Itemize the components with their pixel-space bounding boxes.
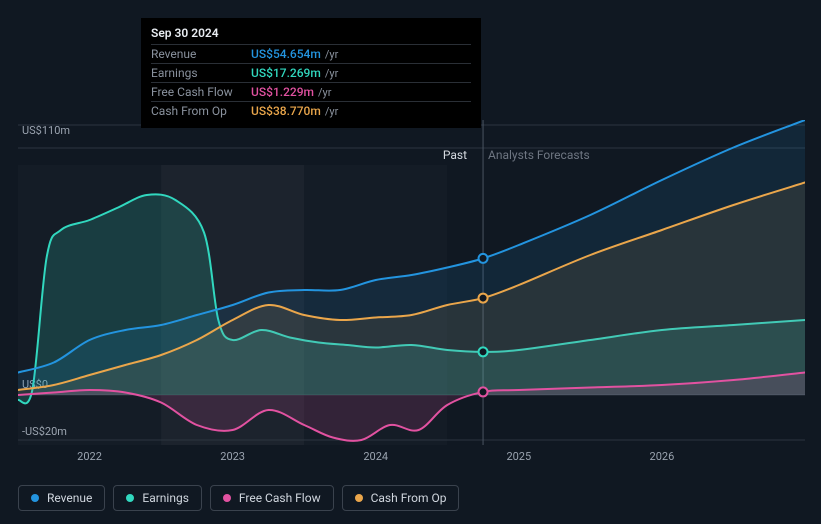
x-tick-label: 2023 bbox=[220, 450, 245, 463]
x-tick-label: 2026 bbox=[650, 450, 675, 463]
tooltip-label: Revenue bbox=[151, 47, 251, 61]
legend-label: Free Cash Flow bbox=[239, 491, 321, 505]
tooltip-row-cfo: Cash From Op US$38.770m /yr bbox=[151, 101, 471, 120]
tooltip-date: Sep 30 2024 bbox=[151, 26, 471, 44]
tooltip-unit: /yr bbox=[325, 105, 338, 118]
legend-item-fcf[interactable]: Free Cash Flow bbox=[210, 485, 334, 511]
chart-legend: Revenue Earnings Free Cash Flow Cash Fro… bbox=[18, 485, 459, 511]
x-tick-label: 2024 bbox=[363, 450, 388, 463]
tooltip-value: US$54.654m bbox=[251, 47, 321, 61]
chart-plot[interactable] bbox=[18, 120, 805, 445]
x-tick-label: 2025 bbox=[506, 450, 531, 463]
tooltip-value: US$38.770m bbox=[251, 104, 321, 118]
chart-tooltip: Sep 30 2024 Revenue US$54.654m /yr Earni… bbox=[141, 18, 481, 128]
tooltip-value: US$17.269m bbox=[251, 66, 321, 80]
tooltip-row-revenue: Revenue US$54.654m /yr bbox=[151, 44, 471, 63]
legend-item-earnings[interactable]: Earnings bbox=[113, 485, 202, 511]
legend-item-revenue[interactable]: Revenue bbox=[18, 485, 105, 511]
tooltip-row-earnings: Earnings US$17.269m /yr bbox=[151, 63, 471, 82]
x-tick-label: 2022 bbox=[77, 450, 102, 463]
tooltip-unit: /yr bbox=[325, 48, 338, 61]
legend-dot-icon bbox=[126, 494, 134, 502]
legend-dot-icon bbox=[223, 494, 231, 502]
legend-label: Cash From Op bbox=[371, 491, 447, 505]
legend-dot-icon bbox=[355, 494, 363, 502]
x-axis-labels: 2022 2023 2024 2025 2026 bbox=[0, 450, 821, 468]
tooltip-label: Earnings bbox=[151, 66, 251, 80]
tooltip-unit: /yr bbox=[318, 86, 331, 99]
tooltip-label: Free Cash Flow bbox=[151, 85, 251, 99]
legend-label: Revenue bbox=[47, 491, 92, 505]
tooltip-row-fcf: Free Cash Flow US$1.229m /yr bbox=[151, 82, 471, 101]
tooltip-value: US$1.229m bbox=[251, 85, 314, 99]
earnings-revenue-chart: Sep 30 2024 Revenue US$54.654m /yr Earni… bbox=[0, 0, 821, 524]
legend-dot-icon bbox=[31, 494, 39, 502]
legend-item-cfo[interactable]: Cash From Op bbox=[342, 485, 460, 511]
tooltip-unit: /yr bbox=[325, 67, 338, 80]
legend-label: Earnings bbox=[142, 491, 189, 505]
tooltip-label: Cash From Op bbox=[151, 104, 251, 118]
